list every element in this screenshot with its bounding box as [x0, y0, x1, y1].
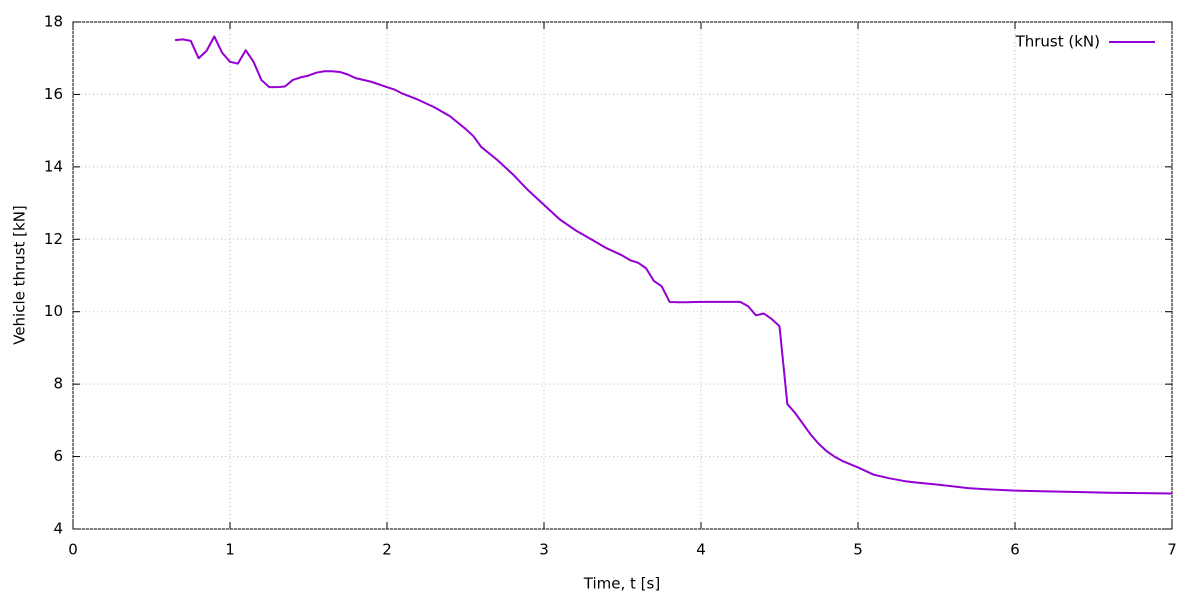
- data-line: [174, 35, 1173, 495]
- y-tick-label: 14: [44, 157, 63, 175]
- x-tick-label: 3: [539, 541, 549, 559]
- x-tick-label: 5: [853, 541, 863, 559]
- y-tick-label: 6: [53, 447, 63, 465]
- y-axis-label: Vehicle thrust [kN]: [11, 205, 29, 345]
- x-tick-label: 2: [382, 541, 392, 559]
- y-tick-label: 16: [44, 85, 63, 103]
- y-tick-label: 12: [44, 230, 63, 248]
- x-tick-label: 0: [68, 541, 78, 559]
- y-tick-label: 18: [44, 13, 63, 31]
- x-tick-label: 7: [1167, 541, 1177, 559]
- x-tick-label: 4: [696, 541, 706, 559]
- x-axis-label: Time, t [s]: [583, 575, 660, 593]
- legend-label: Thrust (kN): [1015, 33, 1100, 51]
- x-tick-label: 1: [225, 541, 235, 559]
- y-tick-label: 8: [53, 375, 63, 393]
- y-tick-label: 10: [44, 302, 63, 320]
- y-tick-label: 4: [53, 520, 63, 538]
- plot-frame: [72, 21, 1173, 530]
- x-tick-label: 6: [1010, 541, 1020, 559]
